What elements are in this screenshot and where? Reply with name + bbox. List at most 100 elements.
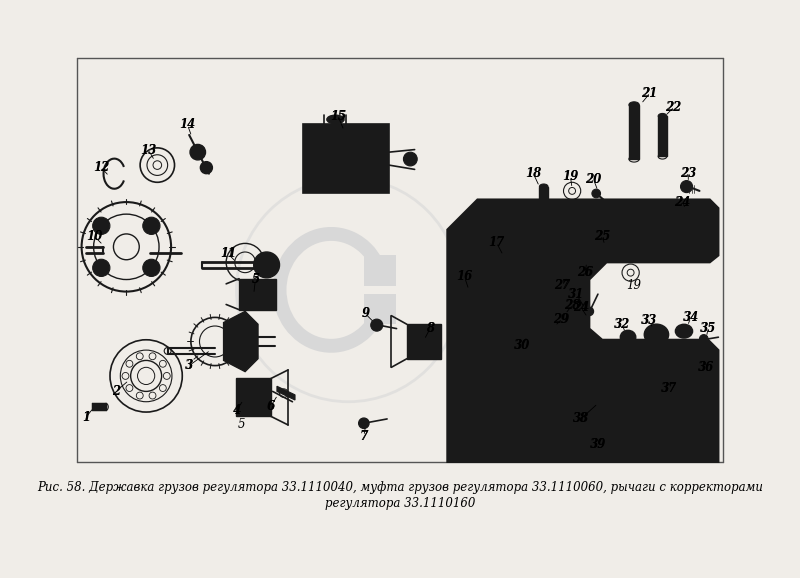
Text: 25: 25	[594, 230, 610, 243]
Text: 27: 27	[554, 279, 570, 292]
Text: 11: 11	[220, 247, 235, 260]
Polygon shape	[629, 105, 639, 159]
Text: 34: 34	[682, 311, 699, 324]
Text: 19: 19	[562, 170, 578, 183]
Polygon shape	[277, 386, 295, 400]
Ellipse shape	[666, 368, 685, 384]
Circle shape	[559, 376, 577, 393]
Polygon shape	[92, 403, 106, 410]
Ellipse shape	[190, 144, 206, 160]
Text: 17: 17	[488, 236, 505, 249]
Text: 33: 33	[642, 314, 657, 327]
Circle shape	[93, 260, 110, 276]
Polygon shape	[237, 379, 271, 416]
Text: 32: 32	[614, 318, 630, 331]
Ellipse shape	[463, 285, 475, 291]
Ellipse shape	[658, 113, 666, 118]
Text: 7: 7	[360, 429, 368, 443]
Text: 20: 20	[586, 173, 601, 186]
Text: 7: 7	[360, 429, 368, 443]
Ellipse shape	[644, 324, 669, 345]
Ellipse shape	[539, 184, 548, 189]
Text: 15: 15	[330, 109, 346, 123]
Text: 37: 37	[662, 382, 677, 395]
Circle shape	[358, 418, 369, 428]
Text: 30: 30	[514, 339, 530, 353]
Text: 24: 24	[674, 195, 690, 209]
Text: 14: 14	[180, 118, 195, 131]
Circle shape	[696, 351, 706, 361]
Text: 22: 22	[666, 101, 681, 114]
Text: 12: 12	[94, 161, 109, 174]
Circle shape	[243, 387, 264, 407]
Circle shape	[685, 204, 697, 216]
Ellipse shape	[650, 328, 663, 340]
Text: 6: 6	[267, 399, 274, 413]
Text: 2: 2	[112, 385, 120, 398]
Ellipse shape	[620, 330, 636, 344]
Text: 4: 4	[233, 404, 241, 417]
Text: 38: 38	[573, 413, 589, 425]
Text: 1: 1	[82, 411, 90, 424]
Circle shape	[585, 307, 594, 316]
Ellipse shape	[562, 268, 578, 280]
Text: 26: 26	[578, 266, 593, 279]
Ellipse shape	[670, 372, 681, 380]
Text: 15: 15	[330, 109, 346, 123]
Ellipse shape	[327, 115, 344, 124]
Polygon shape	[562, 367, 675, 403]
Text: 9: 9	[362, 307, 370, 320]
Text: 11: 11	[220, 247, 236, 260]
Text: 5: 5	[238, 418, 246, 431]
Ellipse shape	[597, 242, 616, 257]
Text: 8: 8	[426, 322, 434, 335]
Text: 35: 35	[700, 322, 716, 335]
Circle shape	[254, 252, 279, 278]
Text: 26: 26	[577, 266, 593, 279]
Text: 37: 37	[662, 382, 678, 395]
Ellipse shape	[539, 227, 548, 232]
Ellipse shape	[629, 102, 639, 108]
Polygon shape	[407, 324, 442, 359]
Polygon shape	[302, 124, 389, 192]
Text: 23: 23	[680, 167, 697, 180]
Text: 17: 17	[489, 236, 504, 249]
Ellipse shape	[624, 334, 632, 340]
Circle shape	[681, 180, 693, 192]
Text: Рис. 58. Державка грузов регулятора 33.1110040, муфта грузов регулятора 33.11100: Рис. 58. Державка грузов регулятора 33.1…	[37, 481, 763, 494]
Circle shape	[596, 428, 608, 440]
Circle shape	[699, 335, 708, 343]
Text: 39: 39	[590, 438, 606, 451]
Text: 19: 19	[626, 279, 642, 292]
Text: 21: 21	[642, 87, 657, 100]
Ellipse shape	[200, 162, 212, 173]
Text: 29: 29	[554, 313, 569, 327]
Text: 30: 30	[514, 339, 530, 353]
Text: 10: 10	[87, 230, 102, 243]
Text: 1: 1	[82, 411, 90, 424]
Text: 21: 21	[642, 87, 658, 100]
Text: 12: 12	[94, 161, 110, 174]
Polygon shape	[539, 187, 548, 229]
Circle shape	[370, 319, 382, 331]
Circle shape	[241, 350, 250, 359]
Text: 36: 36	[699, 361, 714, 374]
Text: регулятора 33.1110160: регулятора 33.1110160	[325, 497, 475, 510]
Text: 20: 20	[586, 173, 602, 186]
Text: 32: 32	[614, 318, 630, 331]
Text: 3: 3	[185, 359, 194, 372]
Text: 3: 3	[186, 359, 193, 372]
Text: 14: 14	[179, 118, 195, 131]
Circle shape	[696, 369, 706, 379]
Text: 24: 24	[674, 195, 690, 209]
Text: 4: 4	[233, 404, 240, 417]
Circle shape	[241, 324, 250, 333]
Circle shape	[420, 331, 441, 352]
Text: 27: 27	[554, 279, 570, 292]
Text: 34: 34	[683, 311, 698, 324]
Text: 19: 19	[563, 170, 578, 183]
Polygon shape	[364, 286, 396, 294]
Polygon shape	[447, 199, 718, 462]
Text: 2: 2	[112, 385, 120, 398]
Polygon shape	[239, 279, 276, 310]
